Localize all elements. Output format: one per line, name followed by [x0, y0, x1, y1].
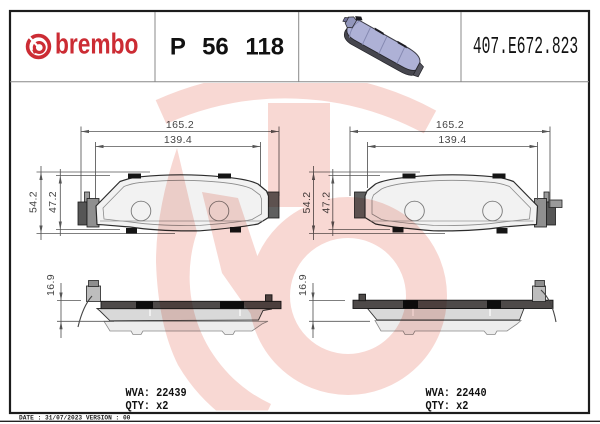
- svg-text:139.4: 139.4: [164, 134, 192, 146]
- svg-text:407.E672.823: 407.E672.823: [473, 32, 578, 60]
- svg-text:165.2: 165.2: [166, 119, 194, 131]
- svg-text:WVA: 22440: WVA: 22440: [426, 387, 487, 400]
- svg-text:16.9: 16.9: [297, 274, 309, 296]
- svg-text:WVA: 22439: WVA: 22439: [126, 387, 187, 400]
- svg-text:165.2: 165.2: [436, 119, 464, 131]
- svg-text:QTY: x2: QTY: x2: [126, 400, 169, 413]
- svg-text:47.2: 47.2: [47, 191, 59, 213]
- svg-text:brembo: brembo: [55, 27, 138, 60]
- svg-text:DATE : 31/07/2023 VERSION : 00: DATE : 31/07/2023 VERSION : 00: [19, 415, 131, 422]
- svg-text:54.2: 54.2: [27, 191, 39, 213]
- svg-text:139.4: 139.4: [438, 134, 466, 146]
- svg-text:16.9: 16.9: [45, 274, 57, 296]
- svg-text:QTY: x2: QTY: x2: [426, 400, 469, 413]
- svg-text:P 56 118: P 56 118: [170, 34, 284, 61]
